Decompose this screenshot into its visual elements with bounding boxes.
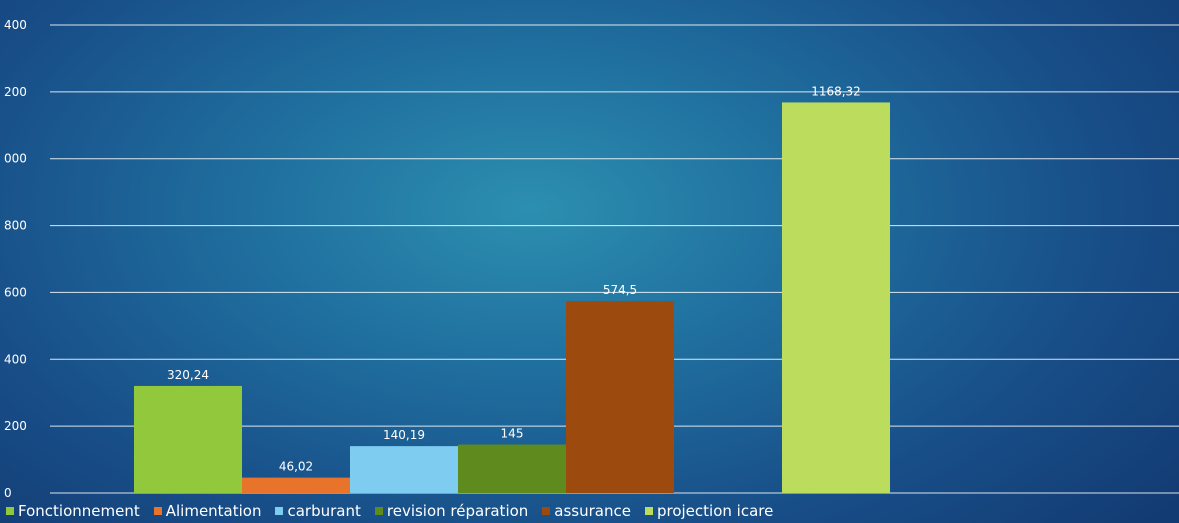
legend-item: revision réparation [374,502,529,520]
legend-item: assurance [542,502,631,520]
data-label: 320,24 [167,368,209,382]
legend-label: revision réparation [386,502,529,520]
y-tick-label: 200 [4,85,27,99]
legend-swatch [644,507,653,515]
data-label: 140,19 [383,428,425,442]
legend-item: projection icare [644,502,774,520]
y-tick-label: 400 [4,18,27,32]
bar-projection-icare [782,102,890,493]
legend-swatch [374,507,383,515]
bar-fonctionnement [134,385,242,493]
y-tick-label: 400 [4,352,27,366]
bar-assurance [566,300,674,493]
data-label: 46,02 [279,460,313,474]
legend-label: Alimentation [165,502,262,520]
legend-item: Fonctionnement [6,502,140,520]
bar-revision-r-paration [458,444,566,493]
data-label: 145 [501,427,524,441]
data-label: 1168,32 [811,84,861,98]
y-tick-label: 200 [4,419,27,433]
bar-alimentation [242,477,350,493]
legend-item: carburant [275,502,361,520]
data-label: 574,5 [603,283,637,297]
legend-swatch [6,507,14,515]
legend-label: carburant [287,502,361,520]
y-tick-label: 0 [4,486,12,500]
legend-label: assurance [554,502,631,520]
y-tick-label: 000 [4,152,27,166]
legend-label: projection icare [656,502,774,520]
legend-swatch [542,507,551,515]
legend-swatch [275,507,284,515]
y-tick-label: 600 [4,285,27,299]
chart-legend: Fonctionnement Alimentation carburant revis… [6,500,773,522]
legend-item: Alimentation [153,502,262,520]
legend-label: Fonctionnement [18,502,140,520]
y-tick-label: 800 [4,219,27,233]
bar-carburant [350,446,458,493]
legend-swatch [153,507,162,515]
